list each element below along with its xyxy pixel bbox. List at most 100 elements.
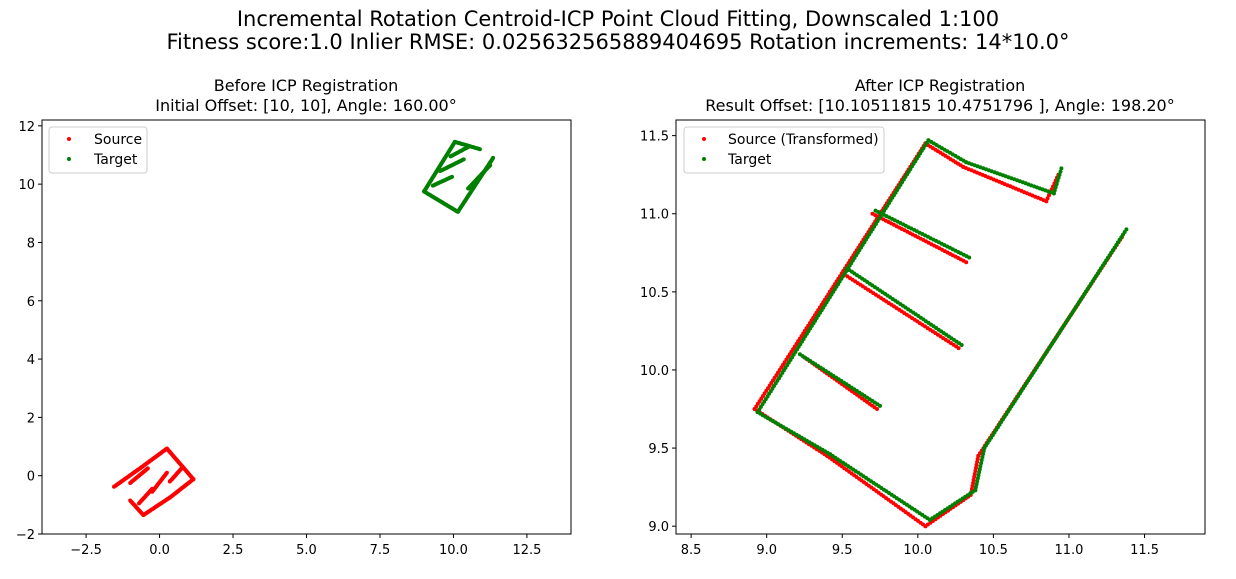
- legend-marker-source: [67, 137, 71, 141]
- target-point: [975, 479, 980, 484]
- target-point: [1057, 172, 1062, 177]
- source-point: [972, 471, 977, 476]
- target-point: [974, 482, 979, 487]
- target-point: [979, 458, 984, 463]
- legend: Source (Transformed) Target: [683, 126, 885, 174]
- x-tick-label: 9.5: [832, 543, 853, 558]
- x-tick-label: 11.0: [1054, 543, 1083, 558]
- target-point: [878, 403, 882, 408]
- source-point: [164, 470, 169, 475]
- legend-label-source: Source: [94, 132, 142, 148]
- subplot-subtitle: Initial Offset: [10, 10], Angle: 160.00°: [155, 96, 456, 115]
- target-point: [491, 155, 496, 160]
- axes-frame: [41, 119, 572, 535]
- y-tick-label: 6: [27, 295, 35, 310]
- x-tick-label: −2.5: [70, 543, 102, 558]
- source-point: [875, 407, 879, 411]
- x-axis: −2.5 0.0 2.5 5.0 7.5 10.0 12.5: [70, 534, 541, 558]
- target-point: [979, 461, 984, 466]
- x-tick-label: 5.0: [296, 543, 317, 558]
- legend-box: [683, 126, 885, 174]
- y-axis: 9.0 9.5 10.0 10.5 11.0 11.5: [640, 130, 676, 535]
- source-point: [971, 477, 976, 482]
- source-point: [1049, 187, 1054, 192]
- source-point: [145, 466, 150, 471]
- y-tick-label: 2: [27, 411, 35, 426]
- legend-label-target: Target: [727, 152, 772, 168]
- source-point: [971, 480, 976, 485]
- legend-marker-target: [702, 157, 706, 161]
- subplot-title: Before ICP Registration: [214, 76, 399, 95]
- target-point: [959, 343, 964, 347]
- source-point: [128, 498, 133, 503]
- y-tick-label: 11.0: [640, 208, 669, 223]
- x-tick-label: 7.5: [370, 543, 391, 558]
- x-tick-label: 2.5: [223, 543, 244, 558]
- target-point: [973, 485, 978, 490]
- target-point: [1124, 227, 1129, 232]
- target-point: [1056, 175, 1061, 180]
- x-tick-label: 11.5: [1130, 543, 1159, 558]
- y-tick-label: 9.0: [648, 520, 669, 535]
- target-point: [1054, 182, 1059, 187]
- target-point: [1053, 185, 1058, 190]
- x-tick-label: 9.0: [756, 543, 777, 558]
- target-point: [976, 473, 981, 478]
- legend-box: [48, 126, 148, 174]
- x-axis: 8.5 9.0 9.5 10.0 10.5 11.0 11.5: [681, 534, 1159, 558]
- source-point: [975, 456, 980, 461]
- y-tick-label: 10.0: [640, 364, 669, 379]
- suptitle-line-2: Fitness score:1.0 Inlier RMSE: 0.0256325…: [166, 30, 1070, 54]
- target-point: [450, 174, 454, 179]
- subplot-subtitle: Result Offset: [10.10511815 10.4751796 ]…: [705, 96, 1174, 115]
- target-point: [977, 467, 982, 472]
- figure-suptitle: Incremental Rotation Centroid-ICP Point …: [0, 8, 1236, 54]
- target-point: [1058, 169, 1063, 174]
- y-tick-label: 12: [18, 120, 35, 135]
- y-tick-label: 10.5: [640, 286, 669, 301]
- target-point: [467, 144, 472, 149]
- target-point: [978, 464, 983, 469]
- target-point: [981, 449, 986, 454]
- target-point: [1055, 178, 1060, 183]
- y-tick-label: 9.5: [648, 442, 669, 457]
- axes-frame: [675, 119, 1206, 535]
- y-axis: −2 0 2 4 6 8 10 12: [16, 120, 42, 543]
- source-point: [975, 459, 980, 464]
- source-point: [972, 474, 977, 479]
- source-point: [973, 468, 978, 473]
- source-point: [956, 346, 961, 351]
- target-point: [973, 488, 978, 493]
- y-tick-label: 0: [27, 470, 35, 485]
- legend-marker-target: [67, 157, 71, 161]
- legend: Source Target: [48, 126, 148, 174]
- legend-label-source: Source (Transformed): [728, 132, 879, 148]
- suptitle-line-1: Incremental Rotation Centroid-ICP Point …: [236, 7, 1000, 31]
- target-point: [1052, 188, 1057, 193]
- target-point: [1059, 166, 1064, 171]
- target-point: [981, 452, 985, 457]
- source-point: [974, 462, 979, 467]
- y-tick-label: 10: [18, 178, 35, 193]
- target-point: [967, 255, 972, 260]
- legend-marker-source: [702, 137, 706, 141]
- x-tick-label: 12.5: [512, 543, 541, 558]
- source-point: [970, 483, 975, 488]
- source-point: [964, 260, 969, 265]
- scatter-points: [112, 139, 496, 517]
- x-tick-label: 10.5: [979, 543, 1008, 558]
- y-tick-label: 11.5: [640, 130, 669, 145]
- source-point: [1047, 193, 1051, 198]
- source-point: [179, 466, 184, 471]
- y-tick-label: 8: [27, 236, 35, 251]
- subplot-after-icp: After ICP Registration Result Offset: [1…: [640, 76, 1206, 558]
- target-point: [977, 470, 982, 475]
- x-tick-label: 0.0: [149, 543, 170, 558]
- x-tick-label: 10.0: [903, 543, 932, 558]
- x-tick-label: 10.0: [439, 543, 468, 558]
- source-point: [969, 486, 974, 491]
- target-point: [980, 455, 985, 460]
- target-point: [461, 157, 466, 162]
- legend-label-target: Target: [93, 152, 138, 168]
